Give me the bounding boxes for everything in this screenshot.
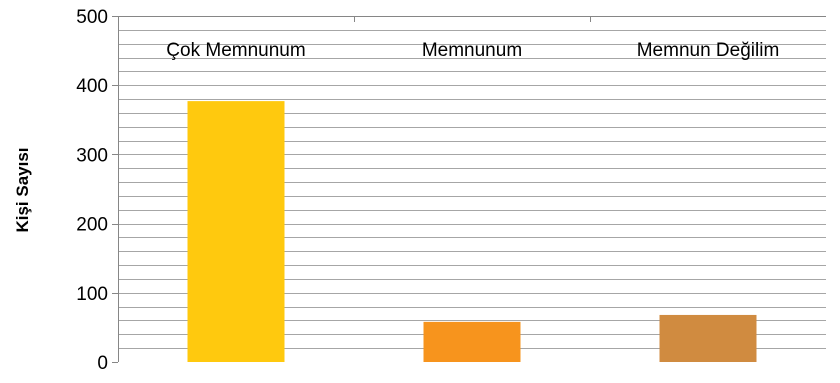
bar xyxy=(423,321,521,362)
y-tick-label: 400 xyxy=(76,76,108,97)
bar xyxy=(659,314,757,362)
category-labels: Çok Memnunum Memnunum Memnun Değilim xyxy=(166,40,779,61)
axes xyxy=(112,16,826,363)
y-tick-label: 200 xyxy=(76,215,108,236)
category-label: Memnun Değilim xyxy=(637,40,780,61)
y-tick-label: 100 xyxy=(76,284,108,305)
y-axis-label: Kişi Sayısı xyxy=(13,147,32,232)
bar xyxy=(187,101,285,362)
y-tick-label: 500 xyxy=(76,7,108,28)
y-tick-labels: 0 100 200 300 400 500 xyxy=(76,7,108,374)
category-label: Memnunum xyxy=(422,40,522,61)
category-label: Çok Memnunum xyxy=(166,40,305,61)
bars xyxy=(187,101,757,362)
y-tick-label: 0 xyxy=(97,353,108,374)
y-tick-label: 300 xyxy=(76,145,108,166)
